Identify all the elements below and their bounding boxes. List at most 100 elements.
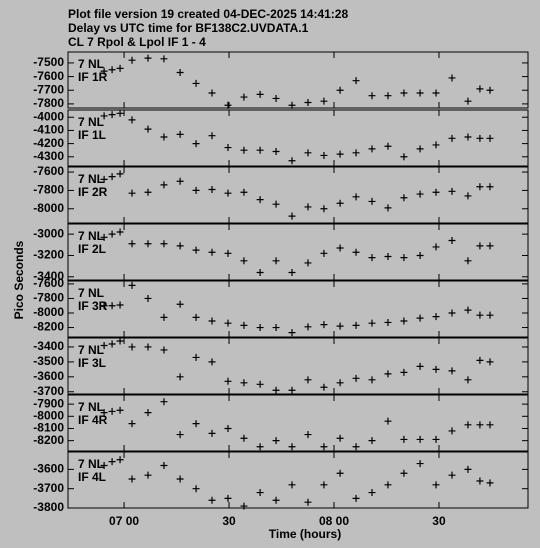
x-tick-label: 07 00 <box>109 514 139 528</box>
panel-frame <box>67 280 529 338</box>
marker <box>224 189 232 197</box>
marker <box>464 192 472 200</box>
marker <box>128 116 136 124</box>
marker <box>256 443 264 451</box>
marker <box>192 186 200 194</box>
panel-label: 7 NL <box>78 57 104 71</box>
marker <box>288 481 296 489</box>
marker <box>128 420 136 428</box>
panel-label: IF 3L <box>78 356 106 370</box>
y-tick-label: -7800 <box>33 291 64 305</box>
marker <box>176 242 184 250</box>
marker <box>352 193 360 201</box>
marker <box>224 424 232 432</box>
marker <box>240 321 248 329</box>
x-tick-label: 08 00 <box>319 514 349 528</box>
marker <box>400 194 408 202</box>
y-tick-label: -3400 <box>33 269 64 283</box>
marker <box>476 311 484 319</box>
marker <box>116 228 124 236</box>
panel-label: 7 NL <box>78 115 104 129</box>
marker <box>384 92 392 100</box>
y-tick-label: -4200 <box>33 136 64 150</box>
y-tick-label: -7500 <box>33 55 64 69</box>
y-tick-label: -3800 <box>33 500 64 514</box>
y-tick-label: -7600 <box>33 69 64 83</box>
marker <box>176 373 184 381</box>
marker <box>192 313 200 321</box>
marker <box>224 249 232 257</box>
marker <box>224 377 232 385</box>
marker <box>486 421 494 429</box>
marker <box>108 302 116 310</box>
marker <box>476 85 484 93</box>
marker <box>208 317 216 325</box>
marker <box>116 64 124 72</box>
marker <box>272 324 280 332</box>
marker <box>144 471 152 479</box>
marker <box>160 398 168 406</box>
marker <box>476 183 484 191</box>
x-tick-label: 30 <box>222 514 236 528</box>
marker <box>448 367 456 375</box>
marker <box>208 89 216 97</box>
marker <box>128 189 136 197</box>
marker <box>192 485 200 493</box>
y-tick-label: -8200 <box>33 320 64 334</box>
marker <box>100 112 108 120</box>
marker <box>476 242 484 250</box>
marker <box>368 437 376 445</box>
marker <box>352 374 360 382</box>
marker <box>176 300 184 308</box>
y-tick-label: -4100 <box>33 123 64 137</box>
marker <box>176 431 184 439</box>
marker <box>116 456 124 464</box>
marker <box>476 356 484 364</box>
marker <box>368 197 376 205</box>
marker <box>352 494 360 502</box>
marker <box>288 443 296 451</box>
marker <box>192 79 200 87</box>
marker <box>336 434 344 442</box>
panel-label: 7 NL <box>78 286 104 300</box>
marker <box>116 406 124 414</box>
marker <box>464 465 472 473</box>
marker <box>208 132 216 140</box>
marker <box>100 233 108 241</box>
marker <box>108 458 116 466</box>
marker <box>108 340 116 348</box>
marker <box>256 196 264 204</box>
marker <box>464 97 472 105</box>
marker <box>240 188 248 196</box>
marker <box>368 376 376 384</box>
panel-frame <box>67 51 529 109</box>
marker <box>464 306 472 314</box>
y-tick-label: -8000 <box>33 305 64 319</box>
marker <box>336 86 344 94</box>
marker <box>100 462 108 470</box>
marker <box>144 294 152 302</box>
marker <box>416 362 424 370</box>
panel-label: IF 4R <box>78 413 108 427</box>
marker <box>464 133 472 141</box>
marker <box>416 190 424 198</box>
marker <box>464 257 472 265</box>
panel-label: IF 2R <box>78 185 108 199</box>
marker <box>256 324 264 332</box>
marker <box>100 409 108 417</box>
marker <box>160 462 168 470</box>
marker <box>336 322 344 330</box>
x-axis-label: Time (hours) <box>269 527 341 541</box>
marker <box>384 481 392 489</box>
y-axis-label: Pico Seconds <box>12 240 26 319</box>
marker <box>384 204 392 212</box>
marker <box>108 66 116 74</box>
marker <box>320 321 328 329</box>
y-tick-label: -8100 <box>33 421 64 435</box>
marker <box>368 145 376 153</box>
panel-frame <box>67 166 529 224</box>
marker <box>116 170 124 178</box>
panel-frame <box>67 109 529 167</box>
marker <box>416 460 424 468</box>
marker <box>288 101 296 109</box>
